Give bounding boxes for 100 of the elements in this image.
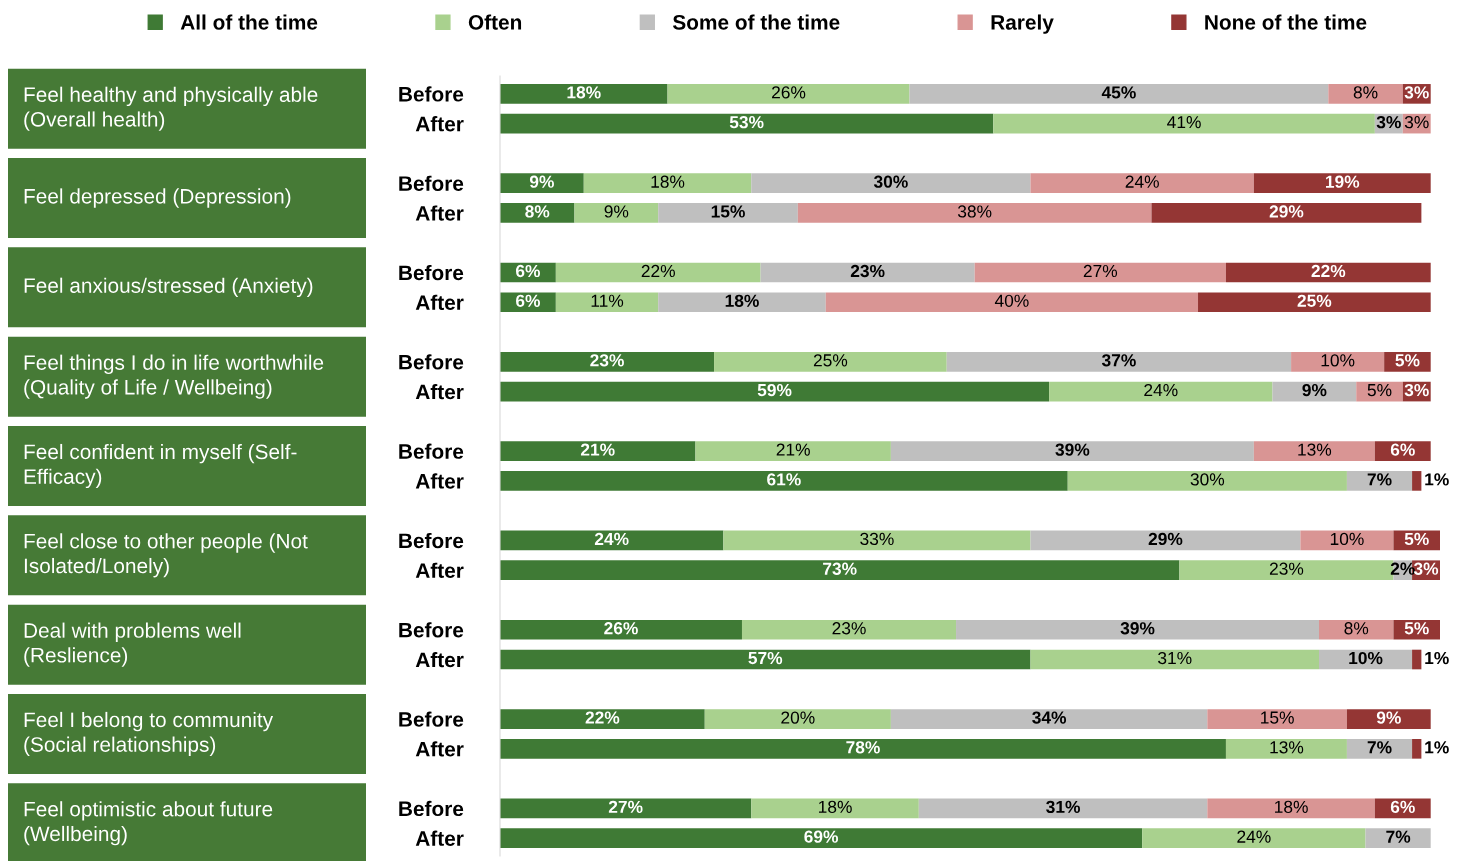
- data-label: 23%: [832, 622, 866, 635]
- data-label: 21%: [776, 443, 810, 456]
- data-label: 5%: [1395, 354, 1420, 367]
- data-label: 9%: [1376, 711, 1401, 724]
- text: Feel close to other people (Not Isolated/Lonely): [24, 533, 308, 578]
- data-label: 69%: [804, 830, 839, 843]
- data-label: 3%: [1404, 383, 1429, 397]
- data-label: 22%: [585, 711, 620, 724]
- data-label: 24%: [594, 532, 629, 546]
- data-label: 33%: [860, 532, 894, 546]
- data-label: 40%: [994, 294, 1029, 307]
- data-label: 31%: [1046, 800, 1080, 814]
- text: Feel depressed (Depression): [24, 188, 291, 208]
- data-label: 6%: [1390, 800, 1415, 814]
- text: Feel optimistic about future (Wellbeing): [24, 801, 273, 846]
- y-tick-label: Before: [399, 264, 464, 281]
- text: Feel things I do in life worthwhile (Quality of Life / Wellbeing): [24, 354, 324, 399]
- data-label: 20%: [781, 711, 815, 724]
- y-tick-label: After: [415, 205, 464, 221]
- y-tick-label: Before: [399, 175, 464, 191]
- y-tick-label: After: [415, 384, 464, 400]
- data-label: 10%: [1349, 651, 1383, 665]
- data-label: 5%: [1404, 622, 1429, 635]
- y-tick-label: Before: [399, 622, 464, 638]
- data-label: 73%: [823, 562, 857, 575]
- data-label: 27%: [608, 800, 643, 813]
- y-tick-label: After: [415, 830, 464, 846]
- data-label: 9%: [1302, 383, 1327, 397]
- data-label: 23%: [850, 264, 885, 278]
- data-label: 8%: [1344, 622, 1369, 635]
- legend-label: All of the time: [180, 14, 318, 30]
- data-label: 18%: [651, 175, 685, 188]
- y-tick-label: Before: [399, 711, 464, 727]
- y-tick-label: After: [415, 116, 464, 132]
- data-label: 22%: [1311, 264, 1346, 278]
- data-label: 37%: [1101, 354, 1136, 367]
- data-label: 78%: [846, 741, 880, 754]
- data-label: 21%: [580, 443, 615, 456]
- text: Feel confident in myself (Self- Efficacy): [24, 443, 297, 489]
- data-label: 31%: [1158, 651, 1192, 665]
- data-label: 6%: [516, 264, 541, 278]
- text: Feel anxious/stressed (Anxiety): [24, 277, 313, 298]
- data-label: 3%: [1376, 116, 1401, 129]
- y-tick-label: After: [415, 473, 464, 489]
- data-label: 19%: [1326, 175, 1360, 188]
- data-label: 6%: [516, 294, 541, 307]
- data-label: 10%: [1321, 354, 1355, 367]
- data-label: 27%: [1083, 264, 1118, 278]
- data-label: 45%: [1101, 86, 1136, 99]
- data-label: 8%: [525, 205, 550, 218]
- data-label: 13%: [1270, 741, 1304, 754]
- data-label: 38%: [957, 205, 992, 218]
- data-label: 23%: [1269, 562, 1304, 575]
- data-label: 24%: [1125, 175, 1159, 188]
- data-label: 10%: [1330, 532, 1364, 546]
- data-label: 3%: [1413, 562, 1439, 575]
- y-tick-label: After: [415, 562, 464, 578]
- data-label: 5%: [1404, 532, 1429, 546]
- data-label: 30%: [873, 175, 908, 188]
- data-label: 1%: [1425, 473, 1449, 486]
- data-label: 26%: [772, 86, 806, 99]
- data-label: 53%: [729, 116, 764, 129]
- data-label: 1%: [1425, 741, 1449, 754]
- data-label: 11%: [591, 294, 624, 307]
- data-label: 57%: [748, 651, 783, 665]
- legend-label: Often: [468, 14, 522, 30]
- data-label: 25%: [813, 354, 848, 367]
- data-label: 18%: [1275, 800, 1308, 814]
- text: Feel I belong to community (Social relationships): [24, 711, 274, 756]
- data-label: 30%: [1190, 473, 1225, 486]
- data-label: 59%: [757, 383, 792, 397]
- data-label: 9%: [529, 175, 554, 188]
- data-label: 7%: [1367, 473, 1392, 486]
- y-tick-label: Before: [399, 354, 464, 370]
- data-label: 26%: [604, 622, 638, 635]
- y-tick-label: Before: [399, 86, 464, 102]
- data-label: 22%: [641, 264, 675, 278]
- y-tick-label: Before: [399, 443, 464, 459]
- text: Feel healthy and physically able (Overall health): [24, 86, 318, 131]
- legend-label: Rarely: [991, 14, 1054, 34]
- y-tick-label: After: [415, 651, 464, 668]
- data-label: 29%: [1148, 532, 1183, 546]
- data-label: 24%: [1144, 383, 1178, 397]
- data-label: 34%: [1032, 711, 1067, 724]
- data-label: 29%: [1269, 205, 1304, 218]
- y-tick-label: Before: [399, 800, 464, 817]
- data-label: 15%: [711, 205, 745, 218]
- data-label: 3%: [1404, 86, 1429, 99]
- data-label: 3%: [1404, 116, 1429, 129]
- data-label: 15%: [1261, 711, 1294, 724]
- data-label: 7%: [1367, 741, 1392, 754]
- data-label: 9%: [604, 205, 629, 218]
- data-label: 18%: [725, 294, 759, 307]
- data-label: 13%: [1298, 443, 1332, 456]
- data-label: 5%: [1367, 384, 1392, 397]
- data-label: 61%: [767, 473, 801, 486]
- data-label: 18%: [567, 86, 601, 99]
- data-label: 6%: [1390, 443, 1415, 456]
- data-label: 8%: [1353, 86, 1378, 99]
- text: Deal with problems well (Reslience): [24, 622, 241, 667]
